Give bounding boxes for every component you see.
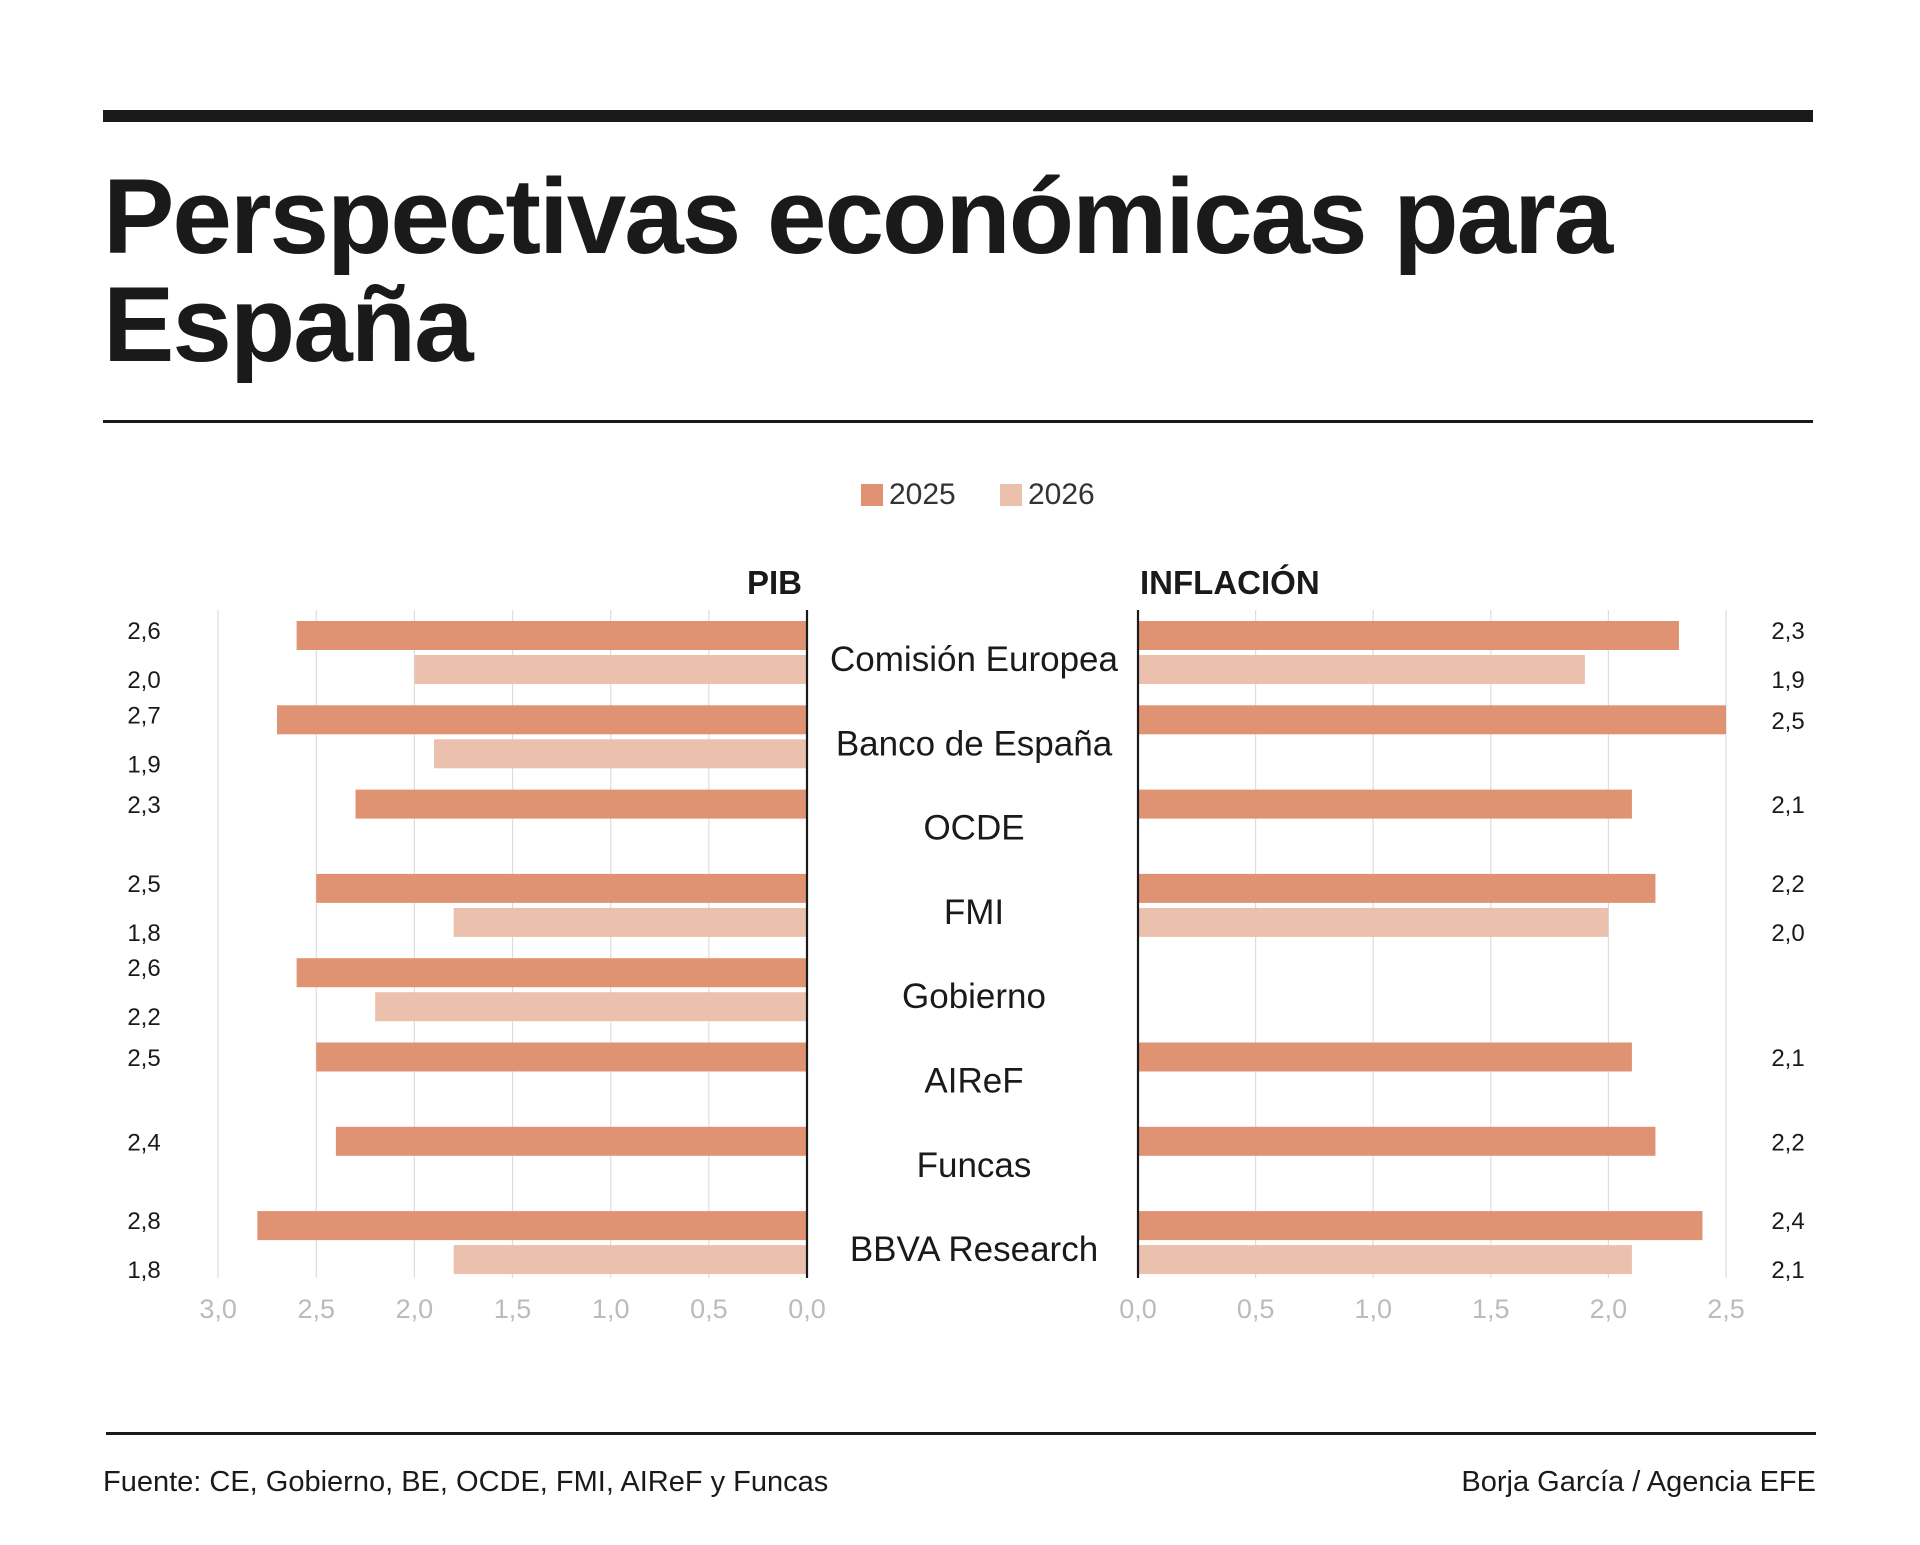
pib-value-label: 2,0 (127, 667, 160, 694)
pib-value-label: 2,7 (127, 702, 160, 729)
inflacion-bar-2025 (1138, 789, 1632, 819)
inflacion-value-label: 2,0 (1771, 920, 1804, 947)
pib-bar-2025 (296, 958, 807, 988)
category-label: Banco de España (836, 724, 1113, 763)
pib-tick-label: 0,0 (788, 1294, 826, 1324)
inflacion-bar-2025 (1138, 621, 1679, 650)
inflacion-bar-2025 (1138, 1042, 1632, 1072)
legend-swatch-2026 (1000, 484, 1022, 506)
inflacion-bar-2025 (1138, 705, 1726, 735)
inflacion-bar-2026 (1138, 907, 1609, 937)
footer-rule (106, 1432, 1816, 1435)
category-label: BBVA Research (850, 1230, 1098, 1269)
inflacion-tick-label: 0,5 (1237, 1294, 1275, 1324)
pib-value-label: 1,8 (127, 920, 160, 947)
pib-bar-2026 (434, 739, 807, 769)
inflacion-value-label: 2,2 (1771, 871, 1804, 898)
inflacion-value-label: 2,1 (1771, 1045, 1804, 1072)
pib-bar-2025 (355, 789, 807, 819)
inflacion-bar-2025 (1138, 1211, 1703, 1241)
pib-value-label: 2,5 (127, 871, 160, 898)
pib-tick-label: 3,0 (199, 1294, 237, 1324)
category-label: FMI (944, 893, 1004, 932)
pib-tick-label: 2,5 (297, 1294, 335, 1324)
inflacion-value-label: 2,2 (1771, 1129, 1804, 1156)
pib-bar-2025 (276, 705, 807, 735)
inflacion-value-label: 2,1 (1771, 1257, 1804, 1284)
pib-value-label: 2,6 (127, 955, 160, 982)
pib-tick-label: 1,5 (494, 1294, 532, 1324)
pib-bar-2026 (453, 1245, 807, 1275)
pib-tick-label: 1,0 (592, 1294, 630, 1324)
pib-panel-title: PIB (747, 564, 802, 601)
pib-tick-label: 0,5 (690, 1294, 728, 1324)
source-note: Fuente: CE, Gobierno, BE, OCDE, FMI, AIR… (103, 1466, 829, 1498)
pib-bar-2026 (453, 907, 807, 937)
legend-label-2026: 2026 (1028, 478, 1095, 511)
legend-item-2025: 2025 (861, 478, 956, 512)
inflacion-tick-label: 2,5 (1707, 1294, 1745, 1324)
pib-value-label: 1,8 (127, 1257, 160, 1284)
pib-bar-2025 (335, 1126, 807, 1156)
pib-value-label: 1,9 (127, 751, 160, 778)
inflacion-tick-label: 1,5 (1472, 1294, 1510, 1324)
inflacion-tick-label: 0,0 (1119, 1294, 1157, 1324)
category-label: Funcas (917, 1146, 1032, 1185)
category-label: Gobierno (902, 977, 1046, 1016)
top-rule (103, 110, 1813, 122)
inflacion-value-label: 2,1 (1771, 792, 1804, 819)
title-divider (103, 420, 1813, 423)
pib-value-label: 2,4 (127, 1129, 160, 1156)
inflacion-bar-2025 (1138, 873, 1656, 903)
pib-bar-2025 (316, 873, 807, 903)
page-title: Perspectivas económicas para España (103, 156, 1613, 384)
pib-bar-2025 (257, 1211, 807, 1241)
inflacion-value-label: 2,4 (1771, 1208, 1804, 1235)
category-label: Comisión Europea (830, 640, 1118, 679)
category-label: AIReF (924, 1062, 1023, 1101)
inflacion-bar-2025 (1138, 1126, 1656, 1156)
pib-value-label: 2,6 (127, 618, 160, 645)
pib-bar-2026 (414, 655, 807, 684)
pib-bar-2025 (296, 621, 807, 650)
inflacion-tick-label: 1,0 (1354, 1294, 1392, 1324)
inflacion-value-label: 2,3 (1771, 618, 1804, 645)
inflacion-bar-2026 (1138, 1245, 1632, 1275)
pib-tick-label: 2,0 (396, 1294, 434, 1324)
pib-value-label: 2,5 (127, 1045, 160, 1072)
legend-swatch-2025 (861, 484, 883, 506)
inflacion-value-label: 1,9 (1771, 667, 1804, 694)
legend-item-2026: 2026 (1000, 478, 1095, 512)
inflacion-tick-label: 2,0 (1590, 1294, 1628, 1324)
credit-note: Borja García / Agencia EFE (1461, 1466, 1816, 1498)
category-label: OCDE (923, 809, 1024, 848)
pib-value-label: 2,2 (127, 1004, 160, 1031)
pib-value-label: 2,3 (127, 792, 160, 819)
inflacion-panel-title: INFLACIÓN (1140, 564, 1320, 601)
pib-value-label: 2,8 (127, 1208, 160, 1235)
pib-bar-2026 (375, 992, 807, 1022)
inflacion-value-label: 2,5 (1771, 708, 1804, 735)
legend-label-2025: 2025 (889, 478, 956, 511)
legend: 2025 2026 (0, 478, 1920, 518)
inflacion-bar-2026 (1138, 655, 1585, 684)
pib-bar-2025 (316, 1042, 807, 1072)
